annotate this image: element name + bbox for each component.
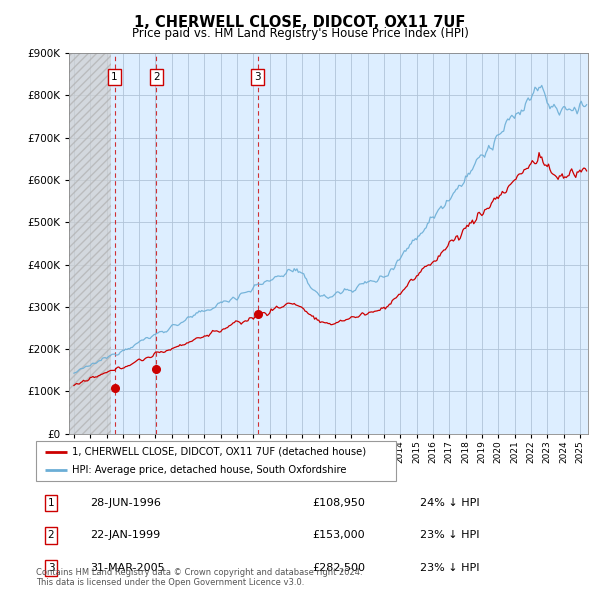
Text: 3: 3 (47, 563, 55, 573)
Text: 23% ↓ HPI: 23% ↓ HPI (420, 563, 479, 573)
Text: 1, CHERWELL CLOSE, DIDCOT, OX11 7UF (detached house): 1, CHERWELL CLOSE, DIDCOT, OX11 7UF (det… (72, 447, 366, 457)
Text: 2: 2 (153, 72, 160, 81)
Text: 3: 3 (254, 72, 261, 81)
Text: 1: 1 (111, 72, 118, 81)
Text: 23% ↓ HPI: 23% ↓ HPI (420, 530, 479, 540)
FancyBboxPatch shape (36, 441, 396, 481)
Text: £282,500: £282,500 (312, 563, 365, 573)
Text: 28-JUN-1996: 28-JUN-1996 (90, 498, 161, 508)
Text: Price paid vs. HM Land Registry's House Price Index (HPI): Price paid vs. HM Land Registry's House … (131, 27, 469, 40)
Text: 1, CHERWELL CLOSE, DIDCOT, OX11 7UF: 1, CHERWELL CLOSE, DIDCOT, OX11 7UF (134, 15, 466, 30)
Text: Contains HM Land Registry data © Crown copyright and database right 2024.
This d: Contains HM Land Registry data © Crown c… (36, 568, 362, 587)
Text: HPI: Average price, detached house, South Oxfordshire: HPI: Average price, detached house, Sout… (72, 465, 347, 475)
Text: 24% ↓ HPI: 24% ↓ HPI (420, 498, 479, 508)
Text: 22-JAN-1999: 22-JAN-1999 (90, 530, 160, 540)
Text: 1: 1 (47, 498, 55, 508)
Text: £108,950: £108,950 (312, 498, 365, 508)
Text: 31-MAR-2005: 31-MAR-2005 (90, 563, 164, 573)
Text: £153,000: £153,000 (312, 530, 365, 540)
Text: 2: 2 (47, 530, 55, 540)
